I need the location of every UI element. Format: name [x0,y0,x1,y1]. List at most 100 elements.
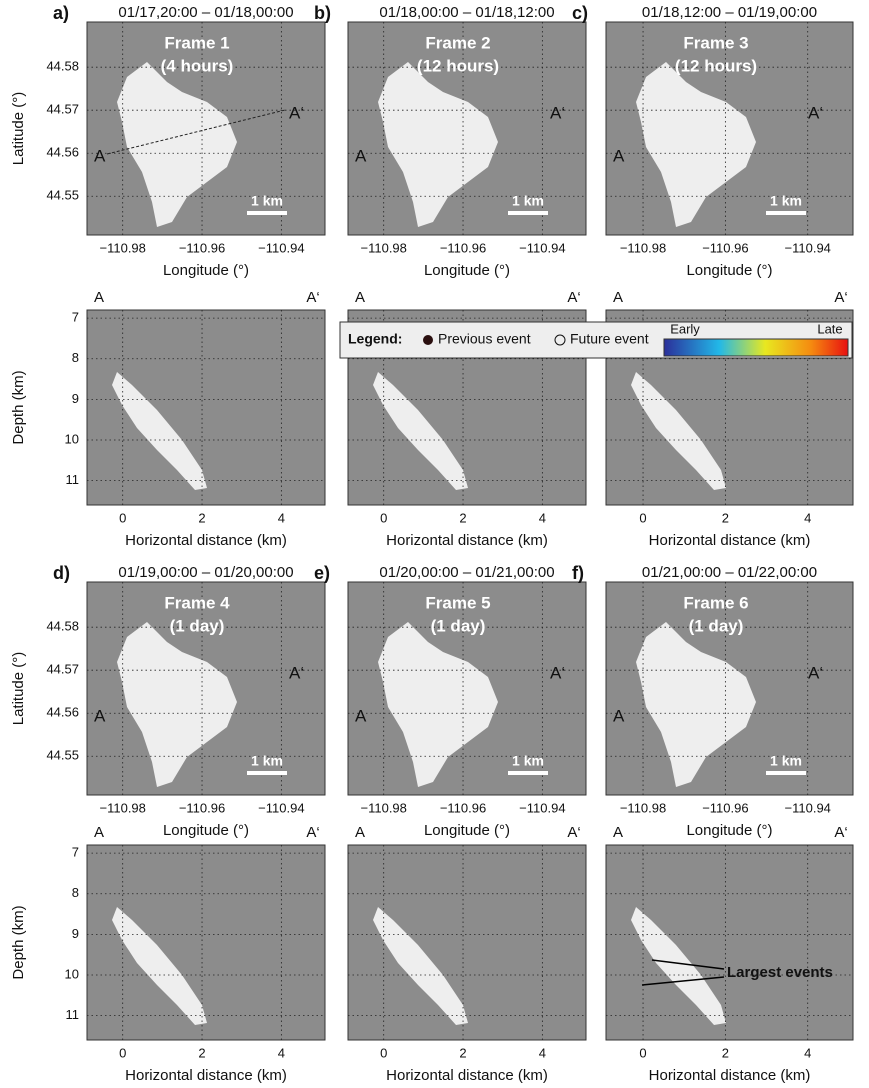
colorbar [663,338,849,357]
x-axis-label: Longitude (°) [686,262,772,279]
panel: 0 2 4 Horizontal distance (km) A A‘ Largest ev… [605,824,854,1084]
section-end: A‘ [550,103,565,122]
panel-title: 01/19,00:00 – 01/20,00:00 [118,564,293,581]
section-start: A [613,146,625,165]
y-axis-label: Depth (km) [10,905,27,979]
colorbar-label: Early [670,321,700,336]
y-tick-label: 9 [72,391,79,406]
x-axis-label: Horizontal distance (km) [386,532,548,549]
y-tick-label: 44.56 [46,145,79,160]
x-axis-label: Horizontal distance (km) [125,1067,287,1084]
seismicity-cloud [373,907,468,1025]
scale-bar-label: 1 km [770,753,802,769]
x-axis-label: Longitude (°) [163,262,249,279]
seismicity-cloud [636,622,756,787]
panel-letter: f) [572,563,584,583]
x-tick-label: −110.96 [440,240,486,255]
scale-bar-label: 1 km [512,193,544,209]
x-tick-label: 4 [539,510,546,525]
y-tick-label: 7 [72,845,79,860]
panel-letter: a) [53,3,69,23]
seismicity-cloud [112,372,207,490]
section-start: A [613,824,623,841]
y-tick-label: 8 [72,885,79,900]
section-start: A [355,824,365,841]
seismicity-cloud [636,62,756,227]
frame-label: Frame 4 [164,593,230,612]
x-tick-label: −110.96 [702,240,748,255]
section-end: A‘ [834,824,847,841]
x-tick-label: −110.98 [361,800,407,815]
legend: Legend: Previous event Future event Early La… [339,321,853,359]
x-tick-label: 2 [198,1045,205,1060]
section-end: A‘ [808,663,823,682]
frame-label: Frame 3 [683,33,748,52]
section-start: A [355,146,367,165]
x-tick-label: 2 [198,510,205,525]
seismicity-cloud [378,622,498,787]
scale-bar-label: 1 km [251,193,283,209]
panel-title: 01/21,00:00 – 01/22,00:00 [642,564,817,581]
section-start: A [94,824,104,841]
x-tick-label: 4 [278,510,285,525]
y-tick-label: 10 [65,966,79,981]
annotation-arrow [651,959,725,970]
x-axis-label: Longitude (°) [686,822,772,839]
x-tick-label: −110.98 [100,800,146,815]
panel: 0 2 4 7 8 9 10 11 Horizontal distance (km) Depth … [10,289,326,549]
section-end: A‘ [289,103,304,122]
frame-duration: (1 day) [431,616,486,635]
section-end: A‘ [306,824,319,841]
plot-area [86,844,326,1041]
x-tick-label: −110.94 [519,800,565,815]
x-tick-label: 2 [722,1045,729,1060]
legend-symbol [554,334,566,346]
x-tick-label: −110.94 [258,240,304,255]
seismicity-cloud [631,907,726,1025]
x-tick-label: 4 [539,1045,546,1060]
x-tick-label: −110.94 [785,800,831,815]
frame-label: Frame 6 [683,593,748,612]
x-tick-label: 0 [380,510,387,525]
legend-symbol [423,335,433,345]
y-tick-label: 44.57 [46,102,79,117]
x-tick-label: −110.98 [620,800,666,815]
y-tick-label: 9 [72,926,79,941]
y-axis-label: Latitude (°) [10,652,27,726]
x-tick-label: 4 [804,1045,811,1060]
x-tick-label: 4 [278,1045,285,1060]
colorbar-label: Late [817,321,842,336]
y-tick-label: 8 [72,350,79,365]
panel: −110.98 −110.96 −110.94 Longitude (°) f) 01/2… [572,563,854,839]
x-tick-label: −110.96 [702,800,748,815]
x-tick-label: 0 [639,510,646,525]
section-start: A [613,289,623,306]
panel: −110.98 −110.96 −110.94 Longitude (°) b) 01/1… [314,3,587,279]
x-tick-label: −110.96 [179,800,225,815]
x-axis-label: Horizontal distance (km) [649,1067,811,1084]
panel: 0 2 4 Horizontal distance (km) A A‘ [347,824,587,1084]
section-start: A [355,706,367,725]
annotation: Largest events [727,964,833,981]
section-end: A‘ [550,663,565,682]
y-tick-label: 44.56 [46,705,79,720]
x-tick-label: −110.96 [179,240,225,255]
frame-label: Frame 1 [164,33,229,52]
legend-entry: Future event [570,331,649,347]
seismicity-cloud [378,62,498,227]
y-tick-label: 44.57 [46,662,79,677]
legend-entry: Previous event [438,331,531,347]
section-end: A‘ [306,289,319,306]
panel-title: 01/20,00:00 – 01/21,00:00 [379,564,554,581]
x-tick-label: 2 [459,1045,466,1060]
section-start: A [94,289,104,306]
y-tick-label: 44.58 [46,59,79,74]
y-tick-label: 44.55 [46,188,79,203]
panel-letter: e) [314,563,330,583]
x-tick-label: 4 [804,510,811,525]
section-end: A‘ [289,663,304,682]
section-end: A‘ [567,824,580,841]
y-tick-label: 11 [66,1007,80,1022]
frame-duration: (4 hours) [161,56,234,75]
plot-area [86,309,326,506]
